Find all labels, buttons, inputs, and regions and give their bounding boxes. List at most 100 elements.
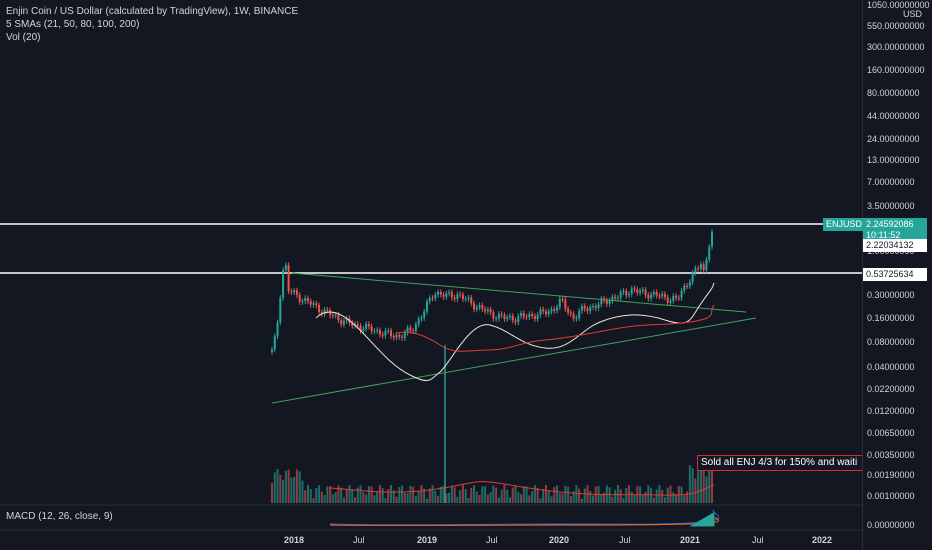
macd-histogram-bar bbox=[696, 522, 697, 527]
candle-body bbox=[608, 300, 611, 304]
candle-body bbox=[708, 246, 711, 260]
volume-bar bbox=[389, 485, 392, 503]
candle-body bbox=[688, 281, 691, 286]
volume-bar bbox=[337, 485, 340, 503]
candle-body bbox=[337, 314, 340, 321]
trade-note-annotation[interactable]: Sold all ENJ 4/3 for 150% and waiti bbox=[697, 455, 863, 471]
price-tick-label: 0.04000000 bbox=[867, 362, 915, 372]
candle-body bbox=[641, 289, 644, 291]
candle-body bbox=[381, 334, 384, 336]
candle-body bbox=[473, 303, 476, 310]
lower-trendline bbox=[271, 317, 757, 404]
candle-body bbox=[486, 309, 489, 312]
candle-body bbox=[437, 292, 440, 295]
volume-bar bbox=[345, 489, 348, 503]
candle-body bbox=[384, 330, 387, 336]
candle-body bbox=[525, 316, 528, 318]
price-tick-label: 7.00000000 bbox=[867, 177, 915, 187]
macd-signal-line bbox=[329, 515, 719, 526]
macd-histogram-bar bbox=[703, 517, 705, 527]
candle-body bbox=[323, 309, 326, 314]
price-tick-label: 0.00100000 bbox=[867, 491, 915, 501]
candle-body bbox=[356, 323, 359, 326]
volume-bar bbox=[387, 489, 390, 503]
volume-bar bbox=[619, 489, 622, 503]
candle-body bbox=[340, 320, 343, 325]
macd-histogram-bar bbox=[708, 515, 710, 527]
candle-body bbox=[569, 312, 572, 314]
candle-body bbox=[450, 292, 453, 298]
macd-histogram-bar bbox=[694, 523, 696, 527]
volume-bar bbox=[279, 474, 282, 503]
volume-bar bbox=[702, 470, 705, 503]
candle-body bbox=[412, 330, 415, 332]
volume-bar bbox=[403, 492, 406, 503]
candle-body bbox=[428, 297, 431, 302]
candle-body bbox=[506, 317, 509, 319]
volume-bar bbox=[437, 495, 440, 503]
macd-histogram-bar bbox=[705, 516, 707, 527]
volume-bar bbox=[354, 497, 357, 503]
candle-body bbox=[630, 288, 633, 294]
price-tick-label: 44.00000000 bbox=[867, 111, 920, 121]
candle-body bbox=[445, 293, 448, 297]
symbol-legend[interactable]: Enjin Coin / US Dollar (calculated by Tr… bbox=[6, 6, 299, 17]
volume-bar bbox=[675, 494, 678, 503]
volume-bar bbox=[428, 488, 431, 503]
volume-bar bbox=[448, 492, 451, 503]
candle-body bbox=[431, 297, 434, 299]
volume-bar bbox=[514, 485, 517, 503]
price-tick-label: 160.00000000 bbox=[867, 65, 925, 75]
volume-bar bbox=[434, 490, 437, 503]
macd-histogram-bar bbox=[695, 522, 697, 527]
volume-bar bbox=[561, 493, 564, 503]
price-axis[interactable]: 1050.00000000 USD 550.00000000 300.000000… bbox=[862, 0, 932, 550]
macd-histogram-bar bbox=[712, 513, 714, 527]
current-price-tag: 2.24592086 10:11:52 bbox=[863, 218, 927, 242]
volume-bar bbox=[423, 488, 426, 503]
volume-legend[interactable]: Vol (20) bbox=[6, 32, 41, 43]
candle-body bbox=[306, 298, 309, 302]
candle-body bbox=[284, 265, 287, 270]
price-chart[interactable] bbox=[0, 0, 862, 550]
candle-body bbox=[702, 264, 705, 270]
macd-histogram-bar bbox=[703, 518, 705, 527]
macd-histogram-bar bbox=[705, 517, 706, 527]
candle-body bbox=[279, 297, 282, 323]
candle-body bbox=[467, 297, 470, 299]
candle-body bbox=[564, 299, 567, 309]
volume-bar bbox=[295, 469, 298, 503]
sma-legend[interactable]: 5 SMAs (21, 50, 80, 100, 200) bbox=[6, 19, 140, 30]
volume-bar bbox=[503, 485, 506, 503]
volume-bar bbox=[641, 494, 644, 503]
candle-body bbox=[401, 336, 404, 338]
volume-bar bbox=[442, 485, 445, 503]
macd-histogram-bar bbox=[708, 515, 709, 527]
volume-bar bbox=[320, 491, 323, 503]
candle-body bbox=[669, 300, 672, 303]
macd-histogram-bar bbox=[698, 521, 700, 527]
volume-bar bbox=[282, 479, 285, 503]
candle-body bbox=[484, 308, 487, 312]
sma-slow-line bbox=[395, 304, 715, 352]
volume-bar bbox=[650, 487, 653, 503]
symbol-tag: ENJUSD bbox=[823, 218, 866, 231]
price-tick-label: 0.16000000 bbox=[867, 313, 915, 323]
price-tick-label: 300.00000000 bbox=[867, 42, 925, 52]
volume-bar bbox=[334, 492, 337, 503]
candle-body bbox=[691, 272, 694, 282]
volume-bar bbox=[365, 494, 368, 503]
macd-legend[interactable]: MACD (12, 26, close, 9) bbox=[6, 511, 113, 522]
volume-bar bbox=[558, 493, 561, 503]
volume-bar bbox=[517, 492, 520, 503]
candle-body bbox=[439, 292, 442, 295]
candle-body bbox=[470, 297, 473, 304]
volume-bar bbox=[647, 485, 650, 503]
volume-bar bbox=[544, 485, 547, 503]
chart-area[interactable]: Enjin Coin / US Dollar (calculated by Tr… bbox=[0, 0, 863, 550]
volume-bar bbox=[495, 487, 498, 503]
volume-bar bbox=[525, 486, 528, 503]
candle-body bbox=[556, 307, 559, 311]
volume-bar bbox=[686, 491, 689, 503]
candle-body bbox=[514, 320, 517, 323]
